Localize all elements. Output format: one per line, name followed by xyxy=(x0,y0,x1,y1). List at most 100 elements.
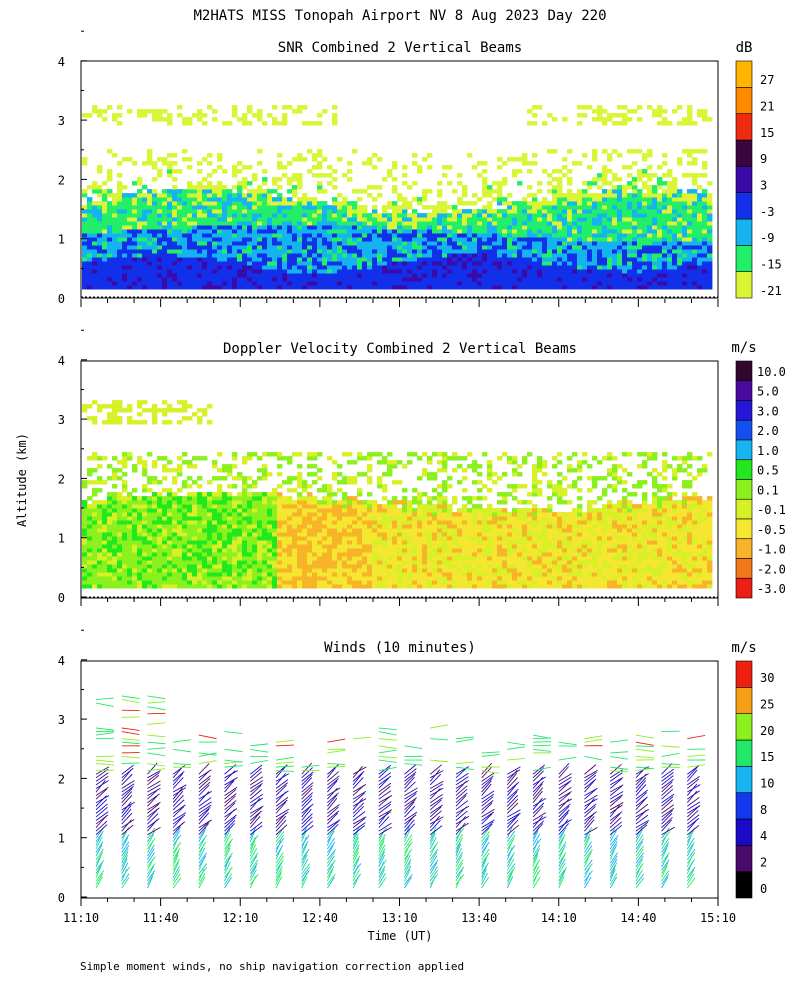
heatmap-cell xyxy=(197,185,203,190)
heatmap-cell xyxy=(327,217,333,222)
heatmap-cell xyxy=(482,277,488,282)
heatmap-cell xyxy=(312,217,318,222)
heatmap-cell xyxy=(137,404,143,409)
heatmap-cell xyxy=(307,229,313,234)
heatmap-cell xyxy=(177,544,183,549)
heatmap-cell xyxy=(142,113,148,118)
heatmap-cell xyxy=(572,233,578,238)
heatmap-cell xyxy=(497,229,503,234)
heatmap-cell xyxy=(177,285,183,290)
heatmap-cell xyxy=(532,233,538,238)
heatmap-cell xyxy=(157,113,163,118)
heatmap-cell xyxy=(222,249,228,254)
heatmap-cell xyxy=(247,253,253,258)
heatmap-cell xyxy=(627,209,633,214)
heatmap-cell xyxy=(207,516,213,521)
heatmap-cell xyxy=(197,584,203,589)
heatmap-cell xyxy=(657,233,663,238)
heatmap-cell xyxy=(212,253,218,258)
heatmap-cell xyxy=(592,157,598,162)
heatmap-cell xyxy=(307,285,313,290)
heatmap-cell xyxy=(102,249,108,254)
heatmap-cell xyxy=(362,217,368,222)
heatmap-cell xyxy=(327,237,333,242)
heatmap-cell xyxy=(282,209,288,214)
heatmap-cell xyxy=(607,113,613,118)
heatmap-cell xyxy=(582,285,588,290)
heatmap-cell xyxy=(92,452,98,457)
heatmap-cell xyxy=(202,496,208,501)
heatmap-cell xyxy=(562,117,568,122)
heatmap-cell xyxy=(662,161,668,166)
heatmap-cell xyxy=(582,209,588,214)
heatmap-cell xyxy=(132,576,138,581)
heatmap-cell xyxy=(522,245,528,250)
heatmap-cell xyxy=(577,105,583,110)
heatmap-cell xyxy=(92,209,98,214)
heatmap-cell xyxy=(322,508,328,513)
heatmap-cell xyxy=(182,117,188,122)
heatmap-cell xyxy=(162,580,168,585)
heatmap-cell xyxy=(372,233,378,238)
heatmap-cell xyxy=(582,201,588,206)
heatmap-cell xyxy=(602,269,608,274)
heatmap-cell xyxy=(152,189,158,194)
heatmap-cell xyxy=(202,253,208,258)
heatmap-cell xyxy=(107,528,113,533)
heatmap-cell xyxy=(152,584,158,589)
heatmap-cell xyxy=(582,261,588,266)
heatmap-cell xyxy=(622,217,628,222)
heatmap-cell xyxy=(277,576,283,581)
heatmap-cell xyxy=(232,281,238,286)
heatmap-cell xyxy=(547,189,553,194)
heatmap-cell xyxy=(557,245,563,250)
heatmap-cell xyxy=(97,201,103,206)
heatmap-cell xyxy=(242,201,248,206)
heatmap-cell xyxy=(707,213,713,218)
heatmap-cell xyxy=(262,532,268,537)
heatmap-cell xyxy=(517,285,523,290)
heatmap-cell xyxy=(267,249,273,254)
heatmap-cell xyxy=(207,277,213,282)
heatmap-cell xyxy=(652,233,658,238)
heatmap-cell xyxy=(482,209,488,214)
heatmap-cell xyxy=(322,257,328,262)
heatmap-cell xyxy=(677,273,683,278)
heatmap-cell xyxy=(367,265,373,270)
heatmap-cell xyxy=(92,400,98,405)
heatmap-cell xyxy=(152,572,158,577)
heatmap-cell xyxy=(267,205,273,210)
heatmap-cell xyxy=(132,468,138,473)
heatmap-cell xyxy=(317,221,323,226)
heatmap-cell xyxy=(672,245,678,250)
heatmap-cell xyxy=(297,253,303,258)
heatmap-cell xyxy=(562,225,568,230)
heatmap-cell xyxy=(592,229,598,234)
heatmap-cell xyxy=(537,277,543,282)
heatmap-cell xyxy=(487,229,493,234)
heatmap-cell xyxy=(267,576,273,581)
heatmap-cell xyxy=(242,121,248,126)
heatmap-cell xyxy=(697,197,703,202)
heatmap-cell xyxy=(232,508,238,513)
heatmap-cell xyxy=(657,209,663,214)
heatmap-cell xyxy=(142,257,148,262)
heatmap-cell xyxy=(277,217,283,222)
heatmap-cell xyxy=(227,520,233,525)
heatmap-cell xyxy=(207,245,213,250)
heatmap-cell xyxy=(172,169,178,174)
heatmap-cell xyxy=(332,265,338,270)
heatmap-cell xyxy=(322,241,328,246)
heatmap-cell xyxy=(227,269,233,274)
heatmap-cell xyxy=(257,552,263,557)
heatmap-cell xyxy=(677,105,683,110)
heatmap-cell xyxy=(207,201,213,206)
heatmap-cell xyxy=(357,225,363,230)
heatmap-cell xyxy=(142,576,148,581)
heatmap-cell xyxy=(212,560,218,565)
heatmap-cell xyxy=(152,277,158,282)
heatmap-cell xyxy=(317,173,323,178)
heatmap-cell xyxy=(572,277,578,282)
heatmap-cell xyxy=(417,197,423,202)
